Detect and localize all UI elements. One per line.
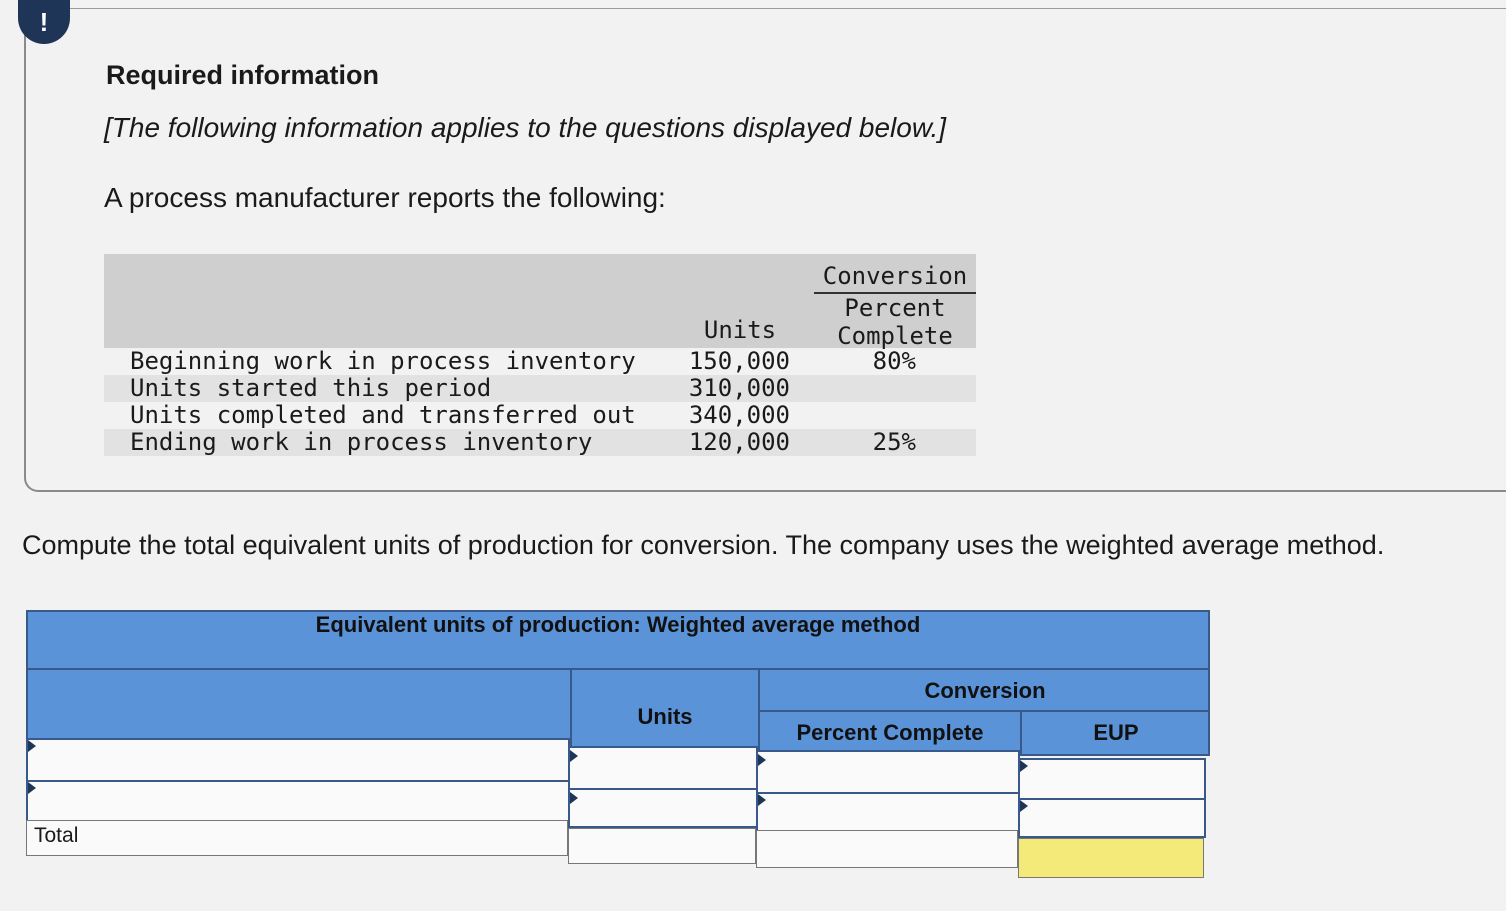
dropdown-arrow-icon	[758, 754, 766, 766]
percent-header-line1: Percent	[844, 294, 946, 322]
table-row: Units completed and transferred out 340,…	[104, 402, 976, 429]
required-information-panel	[24, 8, 1506, 492]
process-data-table: Conversion Percent Complete Units Beginn…	[104, 254, 976, 460]
header-divider	[760, 710, 1210, 712]
percent-header-line2: Complete	[837, 322, 953, 350]
row-percent: 25%	[872, 428, 916, 456]
required-information-title: Required information	[106, 60, 380, 90]
header-divider	[758, 670, 760, 756]
dropdown-arrow-icon	[758, 794, 766, 806]
row2-percent-input[interactable]	[756, 792, 1020, 832]
dropdown-arrow-icon	[1020, 760, 1028, 772]
row1-eup-input[interactable]	[1018, 758, 1206, 800]
units-header: Units	[703, 316, 777, 344]
intro-text: A process manufacturer reports the follo…	[104, 182, 666, 213]
row2-eup-input[interactable]	[1018, 798, 1206, 838]
eup-percent-header: Percent Complete	[796, 720, 984, 745]
total-eup-input[interactable]	[1018, 838, 1204, 878]
row-units: 120,000	[688, 428, 790, 456]
info-note: [The following information applies to th…	[104, 112, 947, 143]
table-row: Units started this period 310,000	[104, 375, 976, 402]
eup-table-title: Equivalent units of production: Weighted…	[26, 610, 1210, 670]
dropdown-arrow-icon	[1020, 800, 1028, 812]
row-units: 310,000	[688, 374, 790, 402]
dropdown-arrow-icon	[570, 750, 578, 762]
total-label-cell	[26, 820, 568, 856]
table-row: Ending work in process inventory 120,000…	[104, 429, 976, 456]
eup-eup-header: EUP	[1093, 720, 1139, 745]
row-label: Units completed and transferred out	[130, 401, 636, 429]
row1-percent-input[interactable]	[756, 750, 1020, 794]
row-label: Beginning work in process inventory	[130, 347, 636, 375]
question-text: Compute the total equivalent units of pr…	[22, 530, 1385, 560]
row-units: 150,000	[688, 347, 790, 375]
dropdown-arrow-icon	[570, 792, 578, 804]
row1-label-dropdown[interactable]	[26, 738, 570, 782]
eup-conversion-header: Conversion	[924, 678, 1046, 703]
row-units: 340,000	[688, 401, 790, 429]
eup-table: Equivalent units of production: Weighted…	[26, 610, 1210, 880]
dropdown-arrow-icon	[28, 782, 36, 794]
eup-units-header: Units	[637, 704, 693, 729]
table-row: Beginning work in process inventory 150,…	[104, 348, 976, 375]
total-percent-cell	[756, 830, 1018, 868]
exclamation-icon: !	[18, 0, 70, 44]
row-label: Units started this period	[130, 374, 492, 402]
conversion-header-label: Conversion	[814, 262, 976, 294]
row-label: Ending work in process inventory	[130, 428, 593, 456]
data-table-header	[104, 254, 976, 348]
row2-label-dropdown[interactable]	[26, 780, 570, 822]
row1-units-input[interactable]	[568, 746, 758, 790]
dropdown-arrow-icon	[28, 740, 36, 752]
conversion-header: Conversion Percent Complete	[814, 262, 976, 350]
row2-units-input[interactable]	[568, 788, 758, 828]
header-divider	[570, 670, 572, 756]
row-percent: 80%	[872, 347, 916, 375]
total-label: Total	[34, 824, 79, 847]
header-divider	[1020, 710, 1022, 756]
total-units-cell	[568, 828, 756, 864]
